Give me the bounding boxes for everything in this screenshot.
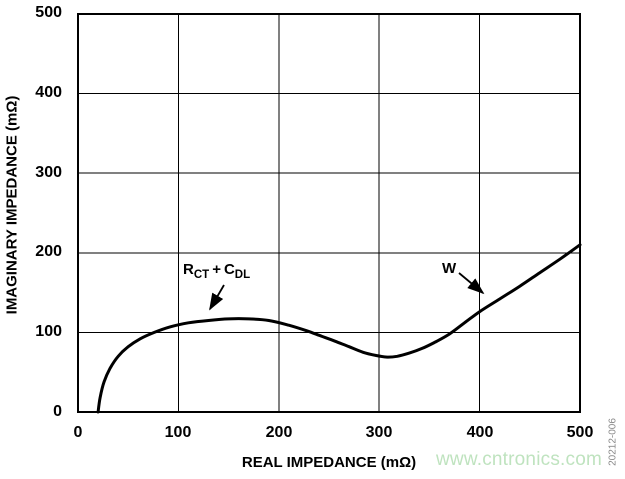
rct-cdl-arrow [209,284,225,311]
y-tick-100: 100 [35,323,62,340]
annotation-rct-cdl: RCT + CDL [183,261,251,281]
plot-border [77,13,581,413]
plus-sign: + [212,261,221,278]
x-axis-label: REAL IMPEDANCE (mΩ) [241,454,417,471]
y-axis-label: IMAGINARY IMPEDANCE (mΩ) [3,95,21,315]
x-tick-200: 200 [265,424,293,441]
figure-code: 20212-006 [607,418,619,466]
annotation-warburg: W [442,260,457,277]
y-tick-0: 0 [53,403,62,420]
y-tick-200: 200 [35,243,62,260]
watermark-text: www.cntronics.com [436,449,602,470]
rct-subscript: CT [193,269,210,281]
cdl-subscript: DL [234,269,251,281]
x-tick-300: 300 [365,424,393,441]
x-tick-400: 400 [466,424,494,441]
x-tick-0: 0 [73,424,83,441]
y-tick-500: 500 [35,4,62,21]
x-tick-500: 500 [566,424,594,441]
w-arrow [458,272,485,295]
x-tick-100: 100 [164,424,192,441]
y-tick-300: 300 [35,164,62,181]
gridlines [78,14,580,412]
cdl-symbol: C [223,261,235,278]
impedance-curve [96,243,582,414]
y-tick-400: 400 [35,84,62,101]
rct-symbol: R [183,261,194,278]
